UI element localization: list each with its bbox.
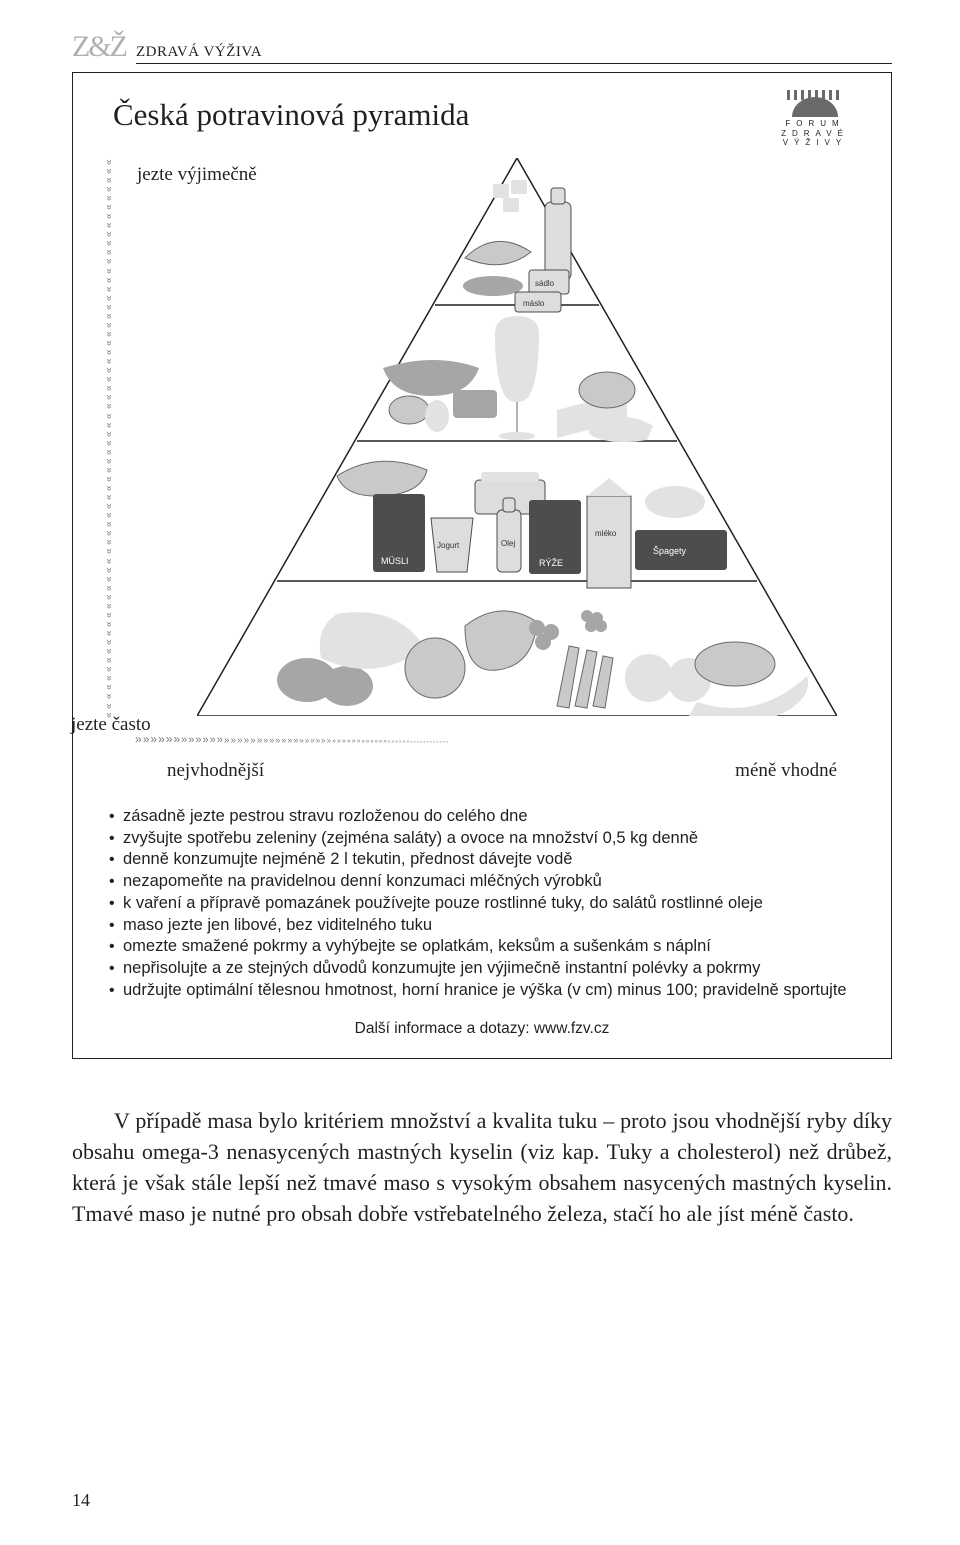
advice-bullet: zásadně jezte pestrou stravu rozloženou …: [107, 806, 857, 828]
advice-bullet: zvyšujte spotřebu zeleniny (zejména salá…: [107, 828, 857, 850]
advice-bullet: udržujte optimální tělesnou hmotnost, ho…: [107, 980, 857, 1002]
page-header: Z&Ž ZDRAVÁ VÝŽIVA: [72, 30, 892, 64]
figure-title: Česká potravinová pyramida: [113, 97, 469, 133]
pyramid-illustration: sádlo máslo: [197, 158, 837, 716]
tier-3: MÜSLI Jogurt Olej RÝŽE mléko: [337, 461, 727, 588]
advice-bullet: nepřisolujte a ze stejných důvodů konzum…: [107, 958, 857, 980]
advice-bullet: nezapomeňte na pravidelnou denní konzuma…: [107, 871, 857, 893]
svg-text:Špagety: Špagety: [653, 546, 687, 556]
svg-text:mléko: mléko: [595, 529, 617, 538]
tier-base: [277, 610, 808, 716]
horizontal-chevrons: »»»»»»»»»»»»»»»»»»»»»»»»»»»»»»»»»»»»»»»»…: [135, 732, 837, 744]
svg-text:MÜSLI: MÜSLI: [381, 556, 409, 566]
label-sadlo: sádlo: [535, 279, 555, 288]
logo-line-3: VÝŽIVY: [783, 138, 847, 148]
zz-monogram: Z&Ž: [72, 30, 126, 64]
body-paragraph: V případě masa bylo kritériem množství a…: [72, 1105, 892, 1230]
page-number: 14: [72, 1490, 90, 1511]
axis-less: méně vhodné: [735, 760, 837, 782]
section-title: ZDRAVÁ VÝŽIVA: [136, 44, 892, 64]
advice-bullets: zásadně jezte pestrou stravu rozloženou …: [107, 806, 857, 1002]
advice-bullet: omezte smažené pokrmy a vyhýbejte se opl…: [107, 936, 857, 958]
svg-text:RÝŽE: RÝŽE: [539, 558, 563, 568]
advice-bullet: maso jezte jen libové, bez viditelného t…: [107, 915, 857, 937]
svg-text:Olej: Olej: [501, 539, 515, 548]
logo-line-1: FORUM: [785, 119, 844, 129]
further-info: Další informace a dotazy: www.fzv.cz: [107, 1020, 857, 1038]
advice-bullet: k vaření a přípravě pomazánek používejte…: [107, 893, 857, 915]
label-maslo: máslo: [523, 299, 545, 308]
svg-text:Jogurt: Jogurt: [437, 541, 460, 550]
tier-top: sádlo máslo: [463, 180, 571, 312]
advice-bullet: denně konzumujte nejméně 2 l tekutin, př…: [107, 849, 857, 871]
axis-best: nejvhodnější: [167, 760, 264, 782]
fzv-logo: FORUM ZDRAVÉ VÝŽIVY: [773, 97, 857, 148]
vertical-chevrons: »»»»»»»»»»»»»»»»»»»»»»»»»»»»»»»»»»»»»»»»…: [103, 162, 125, 722]
tier-2: [383, 316, 653, 442]
pyramid-figure: Česká potravinová pyramida FORUM ZDRAVÉ …: [72, 72, 892, 1059]
axis-labels: nejvhodnější méně vhodné: [167, 760, 837, 782]
logo-line-2: ZDRAVÉ: [781, 129, 849, 139]
